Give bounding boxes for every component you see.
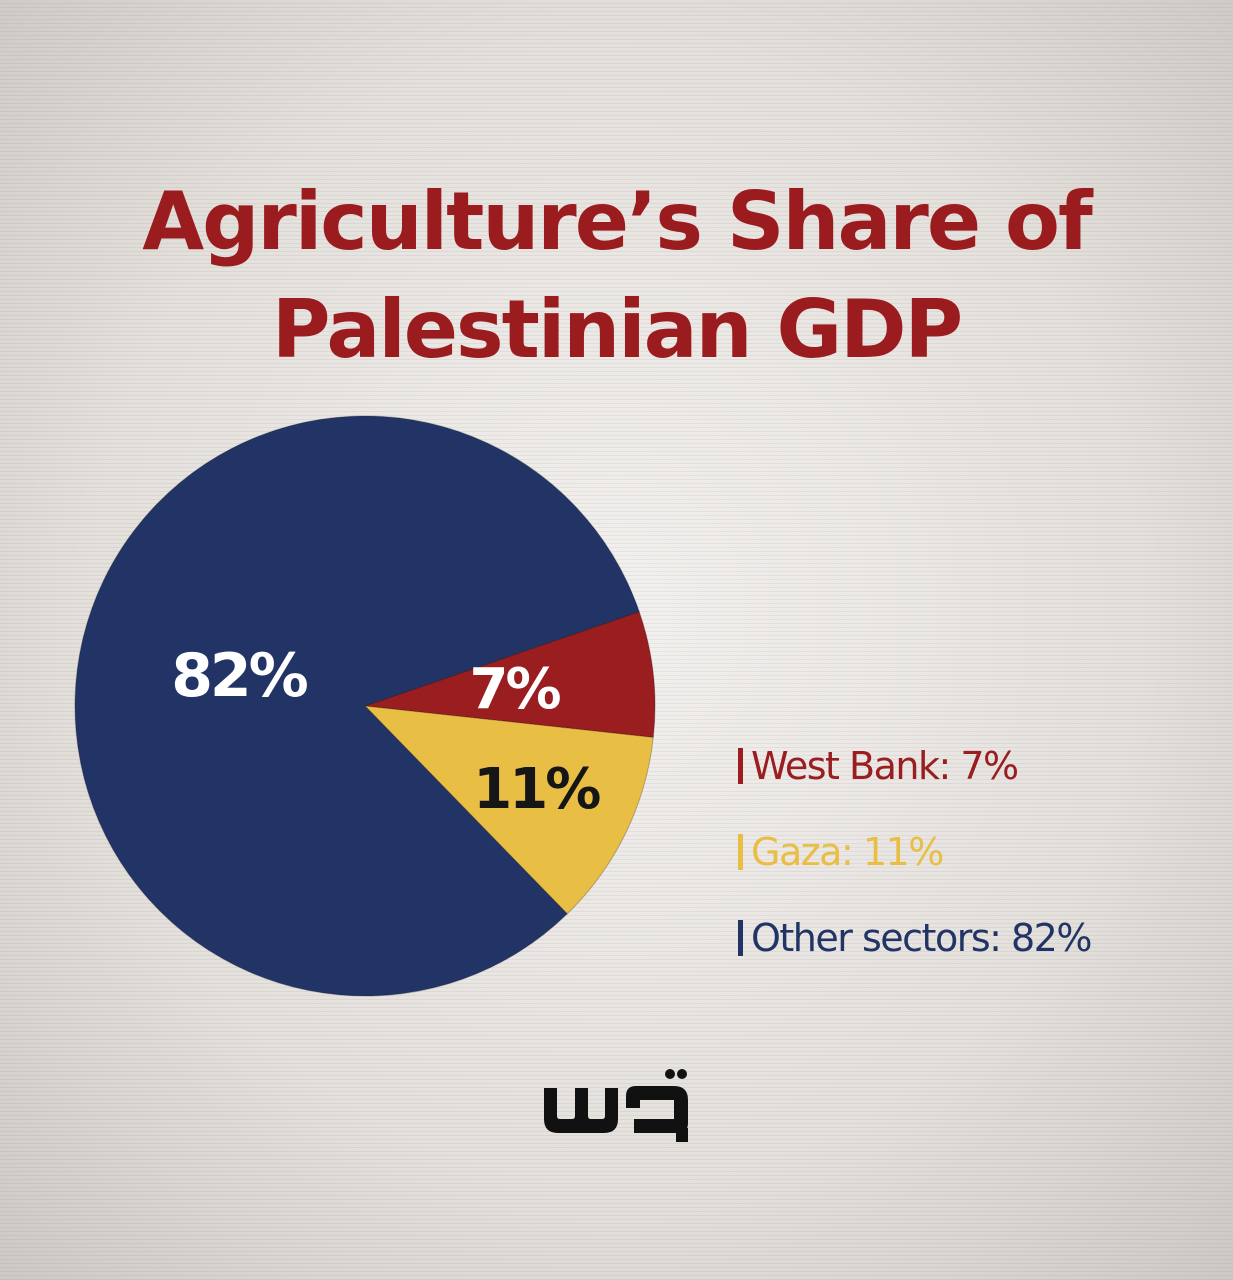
pie-label-gaza: 11%: [473, 757, 600, 822]
chart-title: Agriculture’s Share of Palestinian GDP: [0, 168, 1233, 384]
legend-item-gaza: Gaza: 11%: [738, 824, 1208, 880]
chart-title-line-2: Palestinian GDP: [271, 283, 963, 376]
pie-slice-gaza: [363, 705, 654, 915]
pie-label-west-bank: 7%: [470, 657, 561, 722]
chart-title-line-1: Agriculture’s Share of: [142, 175, 1093, 268]
legend-marker-west-bank: [738, 748, 743, 784]
legend-marker-other-sectors: [738, 920, 743, 956]
legend-label-gaza: Gaza: 11%: [751, 830, 944, 874]
legend-label-other-sectors: Other sectors: 82%: [751, 916, 1092, 960]
legend-item-west-bank: West Bank: 7%: [738, 738, 1208, 794]
pie-slice-west-bank: [364, 610, 656, 738]
pie-labels: 7% 11% 82%: [171, 641, 603, 822]
legend-marker-gaza: [738, 834, 743, 870]
pie-slice-other-sectors: [74, 415, 640, 997]
quds-logo-icon: [544, 1069, 688, 1142]
pie-slices: [74, 415, 656, 997]
legend-label-west-bank: West Bank: 7%: [751, 744, 1019, 788]
chart-legend: West Bank: 7% Gaza: 11% Other sectors: 8…: [738, 738, 1208, 996]
pie-label-other-sectors: 82%: [171, 641, 307, 711]
legend-item-other-sectors: Other sectors: 82%: [738, 910, 1208, 966]
